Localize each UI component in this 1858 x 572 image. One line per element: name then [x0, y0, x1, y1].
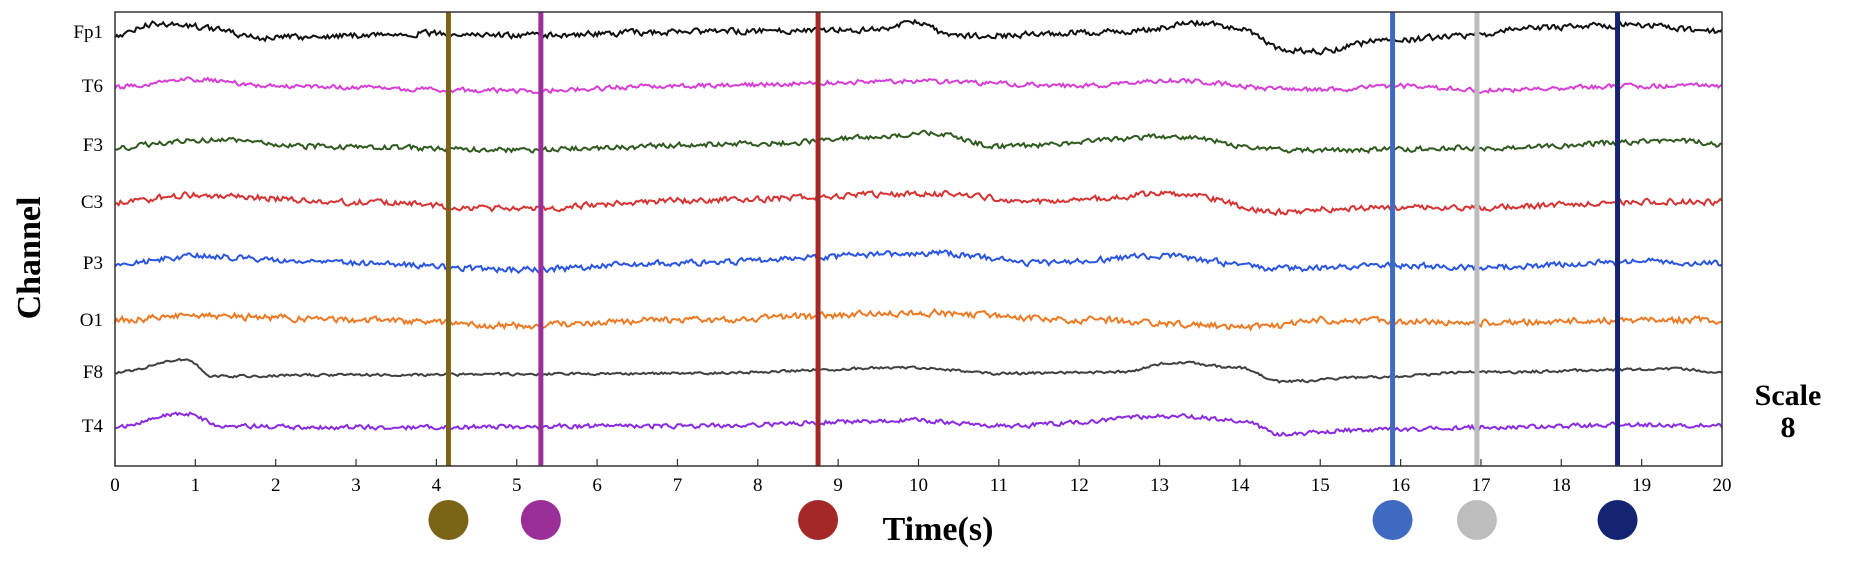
event-marker-dot-3 [798, 500, 839, 540]
channel-label-o1: O1 [80, 310, 103, 331]
x-tick-label: 13 [1150, 475, 1169, 496]
x-tick-label: 3 [351, 475, 361, 496]
trace-fp1 [114, 18, 1723, 56]
x-tick-label: 20 [1713, 475, 1732, 496]
x-axis-ticks: 0 1 2 3 4 5 6 7 8 9 10 11 12 13 14 15 16 17 18 19 20 [110, 459, 1732, 496]
x-tick-label: 7 [673, 475, 683, 496]
x-tick-label: 14 [1230, 475, 1250, 496]
trace-f8 [114, 357, 1723, 384]
channel-label-f8: F8 [83, 362, 103, 383]
trace-f3 [114, 129, 1722, 155]
x-tick-label: 1 [191, 475, 201, 496]
event-marker-dot-5 [1456, 500, 1497, 540]
scale-label: Scale [1755, 379, 1822, 412]
scale-value: 8 [1781, 411, 1796, 444]
x-tick-label: 0 [110, 475, 120, 496]
channel-label-t4: T4 [82, 416, 104, 437]
trace-t4 [114, 411, 1723, 437]
y-axis-label: Channel [11, 197, 48, 320]
channel-label-fp1: Fp1 [73, 22, 103, 43]
x-axis-label: Time(s) [883, 511, 994, 548]
x-tick-label: 15 [1311, 475, 1330, 496]
event-marker-dots [428, 500, 1638, 540]
x-tick-label: 12 [1070, 475, 1089, 496]
trace-p3 [114, 249, 1723, 275]
channel-traces [114, 18, 1723, 437]
x-tick-label: 2 [271, 475, 281, 496]
x-tick-label: 4 [432, 475, 442, 496]
x-tick-label: 5 [512, 475, 522, 496]
trace-t6 [114, 76, 1723, 95]
event-marker-dot-1 [428, 500, 469, 540]
x-tick-label: 6 [592, 475, 602, 496]
channel-label-p3: P3 [83, 253, 103, 274]
event-marker-dot-6 [1597, 500, 1638, 540]
x-tick-label: 17 [1471, 475, 1490, 496]
x-tick-label: 10 [909, 475, 928, 496]
trace-c3 [114, 189, 1723, 217]
channel-label-f3: F3 [83, 135, 103, 156]
event-marker-dot-2 [520, 500, 561, 540]
x-tick-label: 11 [990, 475, 1008, 496]
event-markers [445, 12, 1621, 466]
event-marker-dot-4 [1372, 500, 1413, 540]
x-tick-label: 8 [753, 475, 763, 496]
channel-label-t6: T6 [82, 76, 103, 97]
x-tick-label: 18 [1552, 475, 1571, 496]
x-tick-label: 19 [1632, 475, 1651, 496]
x-tick-label: 16 [1391, 475, 1410, 496]
channel-label-c3: C3 [81, 192, 103, 213]
x-tick-label: 9 [833, 475, 843, 496]
channel-labels: Fp1 T6 F3 C3 P3 O1 F8 T4 [73, 22, 103, 437]
trace-o1 [114, 307, 1723, 332]
